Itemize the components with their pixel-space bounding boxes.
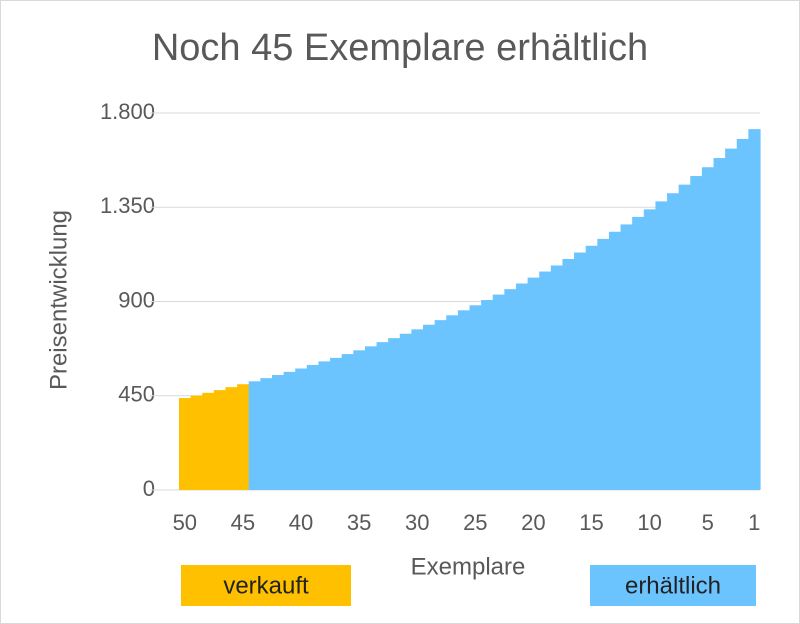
x-tick-label: 20 <box>521 510 545 535</box>
bar <box>411 329 424 490</box>
legend-swatch <box>590 565 756 606</box>
bar <box>364 346 378 490</box>
bar <box>620 224 633 490</box>
bar <box>736 138 749 490</box>
bar <box>701 167 715 491</box>
y-tick-label: 0 <box>143 476 155 501</box>
bar <box>225 387 238 490</box>
bar <box>376 342 389 490</box>
bar <box>574 252 587 490</box>
bar <box>213 390 227 490</box>
bar <box>446 315 459 490</box>
bar <box>306 364 320 490</box>
bar <box>469 305 482 490</box>
bar <box>667 193 680 490</box>
bar <box>283 371 296 490</box>
x-tick-label: 1 <box>748 510 760 535</box>
x-tick-label: 50 <box>173 510 197 535</box>
bar <box>690 176 703 490</box>
x-tick-label: 35 <box>347 510 371 535</box>
x-tick-label: 40 <box>289 510 313 535</box>
bar <box>423 324 436 490</box>
bar <box>632 216 645 490</box>
y-tick-label: 1.350 <box>100 193 155 218</box>
bar <box>237 384 250 490</box>
legend-label: verkauft <box>223 572 309 599</box>
bar <box>353 350 366 490</box>
bar <box>457 310 471 490</box>
x-tick-label: 45 <box>231 510 255 535</box>
x-tick-label: 15 <box>579 510 603 535</box>
bar <box>399 333 412 490</box>
bar <box>597 238 610 490</box>
y-tick-label: 1.800 <box>100 99 155 124</box>
y-tick-label: 900 <box>118 287 155 312</box>
bar <box>330 357 343 490</box>
bar <box>190 395 203 490</box>
y-tick-label: 450 <box>118 382 155 407</box>
bar <box>434 320 447 490</box>
x-tick-label: 30 <box>405 510 429 535</box>
x-tick-label: 25 <box>463 510 487 535</box>
x-axis-label: Exemplare <box>411 553 526 580</box>
bar <box>248 381 261 490</box>
legend-swatch <box>181 565 351 606</box>
bar <box>271 375 285 490</box>
chart-title: Noch 45 Exemplare erhältlich <box>152 27 648 69</box>
y-axis-label: Preisentwicklung <box>45 210 72 390</box>
bar <box>515 283 529 490</box>
bar <box>341 354 354 490</box>
bar <box>655 201 668 490</box>
bar <box>318 361 331 490</box>
legend-label: erhältlich <box>625 572 721 599</box>
bar <box>202 392 215 490</box>
bar <box>179 398 192 490</box>
bar <box>492 294 505 490</box>
bar <box>643 209 657 490</box>
bar <box>562 258 575 490</box>
bar <box>713 158 726 490</box>
bar <box>481 300 494 490</box>
bar <box>295 368 308 490</box>
bar <box>527 277 540 490</box>
bar <box>388 338 401 490</box>
bar <box>748 129 761 490</box>
bar <box>504 289 517 490</box>
bar <box>678 184 691 490</box>
bar <box>608 231 622 490</box>
bar <box>260 378 273 490</box>
bar <box>539 271 552 490</box>
x-tick-label: 5 <box>702 510 714 535</box>
bar <box>725 148 738 490</box>
bar <box>585 245 598 490</box>
x-tick-label: 10 <box>637 510 661 535</box>
bar <box>550 265 564 490</box>
